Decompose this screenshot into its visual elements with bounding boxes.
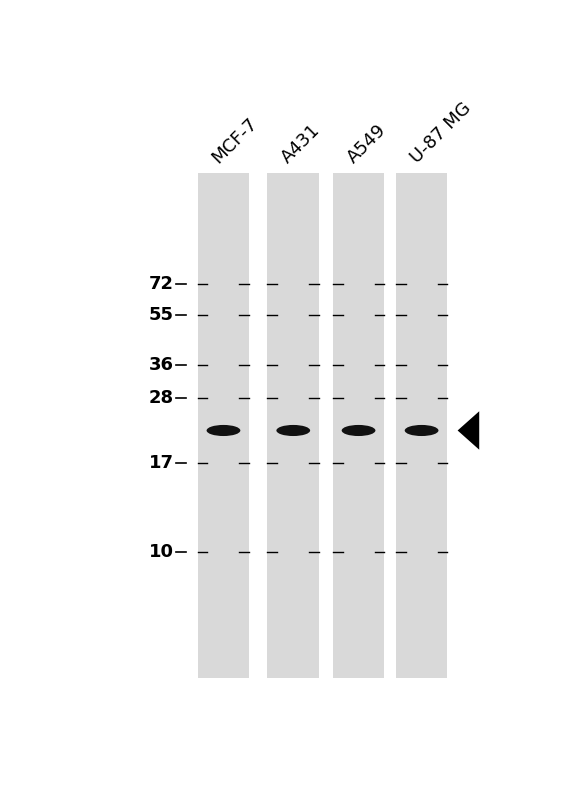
Bar [198, 173, 249, 678]
Bar [333, 173, 385, 678]
Text: A431: A431 [278, 121, 324, 167]
Bar [267, 173, 319, 678]
Ellipse shape [342, 425, 375, 436]
Text: 55: 55 [149, 306, 174, 324]
Text: 36: 36 [149, 356, 174, 374]
Text: 72: 72 [149, 275, 174, 293]
Text: MCF-7: MCF-7 [209, 114, 261, 167]
Bar [396, 173, 447, 678]
Ellipse shape [207, 425, 241, 436]
Text: U-87 MG: U-87 MG [407, 99, 474, 167]
Text: A549: A549 [343, 121, 389, 167]
Polygon shape [458, 411, 479, 450]
Ellipse shape [277, 425, 310, 436]
Text: 28: 28 [149, 389, 174, 407]
Ellipse shape [405, 425, 439, 436]
Text: 17: 17 [149, 454, 174, 471]
Text: 10: 10 [149, 543, 174, 561]
